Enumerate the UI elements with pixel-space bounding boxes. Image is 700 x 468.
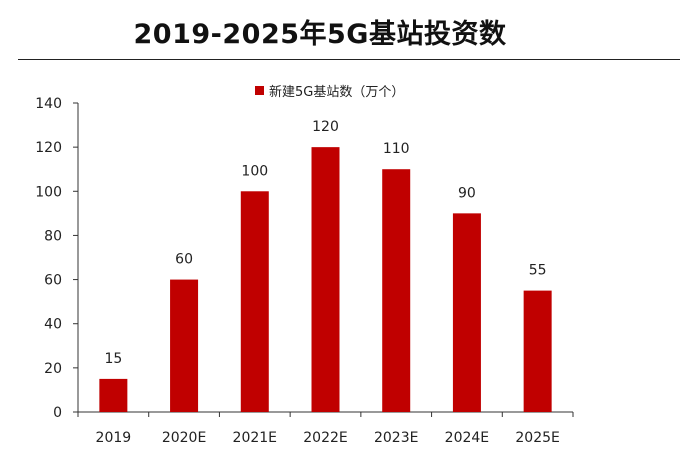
data-label-2022E: 120	[312, 119, 339, 135]
y-tick-label: 40	[44, 317, 62, 333]
y-tick-label: 0	[53, 405, 62, 421]
legend: 新建5G基站数（万个）	[255, 84, 404, 100]
x-tick-label-2024E: 2024E	[445, 430, 489, 446]
y-axis-ticks: 0 20 40 60 80 100 120 140	[35, 96, 78, 421]
x-tick-label-2021E: 2021E	[233, 430, 277, 446]
x-tick-label-2022E: 2022E	[303, 430, 347, 446]
bar-2021E	[240, 191, 269, 412]
data-label-2021E: 100	[241, 163, 268, 179]
data-label-2024E: 90	[458, 185, 476, 201]
legend-swatch	[255, 86, 264, 95]
bar-2019	[99, 378, 128, 412]
bar-2022E	[311, 147, 340, 412]
x-tick-label-2019: 2019	[96, 430, 132, 446]
y-tick-label: 20	[44, 361, 62, 377]
data-labels: 15 60 100 120 110 90 55	[104, 119, 546, 367]
bars	[99, 147, 552, 412]
bar-2024E	[452, 213, 481, 412]
title-divider	[18, 59, 680, 60]
data-label-2023E: 110	[383, 141, 410, 157]
bar-2023E	[382, 169, 411, 412]
y-tick-label: 100	[35, 184, 62, 200]
category-labels: 2019 2020E 2021E 2022E 2023E 2024E 2025E	[96, 430, 560, 446]
bar-2025E	[523, 290, 552, 412]
y-tick-label: 80	[44, 228, 62, 244]
x-tick-label-2023E: 2023E	[374, 430, 418, 446]
data-label-2025E: 55	[529, 263, 547, 279]
y-tick-label: 140	[35, 96, 62, 112]
x-tick-label-2020E: 2020E	[162, 430, 206, 446]
legend-label: 新建5G基站数（万个）	[269, 84, 404, 100]
y-tick-label: 60	[44, 273, 62, 289]
x-tick-label-2025E: 2025E	[515, 430, 559, 446]
page-title: 2019-2025年5G基站投资数	[133, 19, 507, 50]
y-tick-label: 120	[35, 140, 62, 156]
data-label-2019: 15	[104, 351, 122, 367]
data-label-2020E: 60	[175, 252, 193, 268]
bar-2020E	[170, 279, 199, 412]
